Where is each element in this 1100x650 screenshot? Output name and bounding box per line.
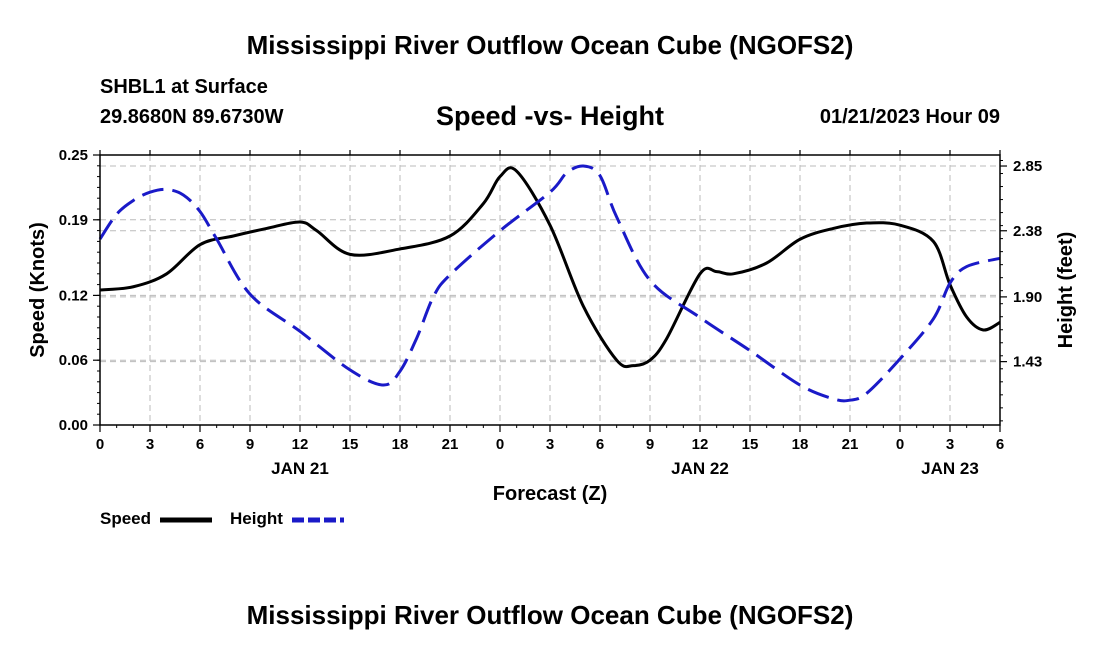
- x-date-label: JAN 22: [671, 459, 729, 478]
- station-label: SHBL1 at Surface: [100, 76, 268, 98]
- x-tick-label: 6: [596, 436, 604, 453]
- y2-axis-title: Height (feet): [1055, 232, 1077, 349]
- legend-height-label: Height: [230, 509, 283, 528]
- x-date-label: JAN 21: [271, 459, 329, 478]
- x-tick-label: 18: [792, 436, 809, 453]
- x-axis-title: Forecast (Z): [493, 483, 607, 505]
- x-tick-label: 0: [896, 436, 904, 453]
- y-tick-label: 0.12: [59, 287, 88, 304]
- y2-tick-label: 1.43: [1013, 354, 1042, 371]
- x-tick-label: 3: [146, 436, 154, 453]
- station-coordinates: 29.8680N 89.6730W: [100, 106, 284, 128]
- x-tick-label: 12: [292, 436, 309, 453]
- x-tick-label: 3: [946, 436, 954, 453]
- x-tick-label: 6: [996, 436, 1004, 453]
- series-line-speed: [99, 166, 1001, 369]
- x-tick-label: 0: [96, 436, 104, 453]
- footer-title: Mississippi River Outflow Ocean Cube (NG…: [246, 600, 854, 630]
- x-tick-label: 3: [546, 436, 554, 453]
- forecast-datetime: 01/21/2023 Hour 09: [819, 106, 1000, 128]
- legend-speed-label: Speed: [100, 509, 152, 528]
- axes: 0 3 6 9 12 15 18 21 0 3 6 9 12 15 18 21 0 3 6 JAN 21 JAN 22 J…: [59, 147, 1042, 478]
- x-date-label: JAN 23: [921, 459, 979, 478]
- x-tick-label: 9: [646, 436, 654, 453]
- y-tick-label: 0.19: [59, 212, 88, 229]
- y2-tick-label: 1.90: [1013, 289, 1042, 306]
- y2-tick-label: 2.38: [1013, 223, 1042, 240]
- x-tick-label: 0: [496, 436, 504, 453]
- x-tick-label: 6: [196, 436, 204, 453]
- series-line-height: [98, 164, 1001, 403]
- chart-subtitle: Speed -vs- Height: [435, 101, 665, 131]
- y2-tick-label: 2.85: [1013, 158, 1042, 175]
- y-tick-label: 0.06: [59, 352, 88, 369]
- chart-title: Mississippi River Outflow Ocean Cube (NG…: [246, 30, 854, 60]
- x-tick-label: 15: [742, 436, 759, 453]
- y-tick-label: 0.00: [59, 417, 88, 434]
- y-axis-title: Speed (Knots): [27, 222, 49, 358]
- x-tick-label: 9: [246, 436, 254, 453]
- x-tick-label: 15: [342, 436, 359, 453]
- x-tick-label: 18: [392, 436, 409, 453]
- series-layer: [98, 164, 1001, 403]
- x-tick-label: 21: [842, 436, 859, 453]
- x-tick-label: 12: [692, 436, 709, 453]
- y-tick-label: 0.25: [59, 147, 88, 164]
- grid-lines: [100, 155, 1000, 425]
- x-tick-label: 21: [442, 436, 459, 453]
